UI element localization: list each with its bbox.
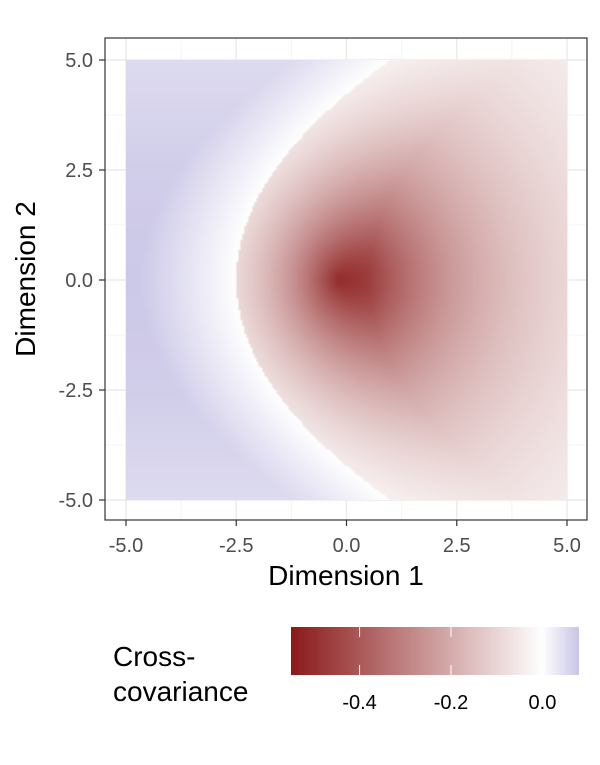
legend-title-line-1: Cross- bbox=[113, 641, 195, 672]
legend-ticks: -0.4 -0.2 0.0 bbox=[342, 627, 556, 714]
y-axis: 5.0 2.5 0.0 -2.5 -5.0 bbox=[59, 50, 105, 512]
legend-colorbar bbox=[291, 627, 579, 675]
legend-tick-label: -0.4 bbox=[342, 692, 376, 714]
heatmap-raster bbox=[126, 60, 567, 500]
x-axis: -5.0 -2.5 0.0 2.5 5.0 bbox=[109, 520, 581, 557]
x-tick-label: -5.0 bbox=[109, 535, 143, 557]
legend-title-line-2: covariance bbox=[113, 676, 248, 707]
y-tick-label: 0.0 bbox=[65, 270, 93, 292]
y-axis-title: Dimension 2 bbox=[10, 201, 41, 357]
x-tick-label: 5.0 bbox=[553, 535, 581, 557]
legend-tick-label: 0.0 bbox=[529, 692, 557, 714]
legend-tick-label: -0.2 bbox=[434, 692, 468, 714]
x-tick-label: -2.5 bbox=[219, 535, 253, 557]
legend: Cross- covariance -0.4 -0.2 0.0 bbox=[113, 627, 579, 714]
y-tick-label: -5.0 bbox=[59, 490, 93, 512]
y-tick-label: -2.5 bbox=[59, 380, 93, 402]
x-axis-title: Dimension 1 bbox=[268, 560, 424, 591]
plot-panel bbox=[104, 37, 588, 521]
x-tick-label: 0.0 bbox=[333, 535, 361, 557]
x-tick-label: 2.5 bbox=[443, 535, 471, 557]
y-tick-label: 2.5 bbox=[65, 160, 93, 182]
y-tick-label: 5.0 bbox=[65, 50, 93, 72]
